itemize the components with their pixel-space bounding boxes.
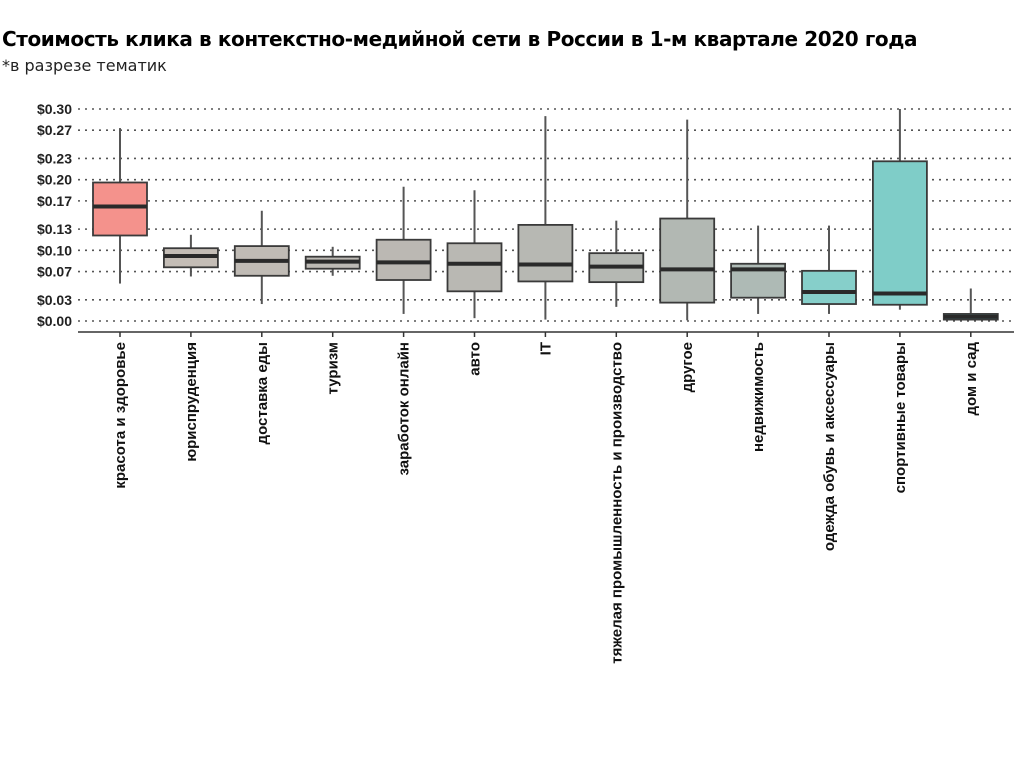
y-axis: $0.00 $0.03 $0.07 $0.10 $0.13 $0.17 $0.20 $0.23… [37,101,72,329]
y-tick-label: $0.10 [37,242,72,258]
y-tick-label: $0.07 [37,264,72,280]
x-tick-label: доставка еды [254,342,271,444]
box-group [92,128,148,284]
box-group [801,225,857,314]
box [92,181,148,237]
box-group [588,220,645,307]
box [375,238,432,281]
y-tick-label: $0.17 [37,193,72,209]
box [872,160,928,306]
x-tick-label: IT [537,342,554,355]
box-group [872,109,928,310]
box-group [730,225,786,314]
y-tick-label: $0.03 [37,292,72,308]
x-tick-label: авто [467,342,484,376]
x-tick-label: спортивные товары [892,342,909,493]
box-group [162,234,219,277]
x-tick-label: туризм [325,342,342,394]
y-tick-label: $0.00 [37,313,72,329]
y-tick-label: $0.30 [37,101,72,117]
box [801,269,857,305]
box-group [304,246,361,276]
box-group [446,190,503,319]
x-tick-label: одежда обувь и аксессуары [821,342,838,551]
x-tick-label: красота и здоровье [112,342,129,489]
y-tick-label: $0.20 [37,172,72,188]
box-group [233,210,290,305]
x-tick-label: юриспруденция [183,342,200,462]
x-tick-label: дом и сад [963,342,980,416]
box-group [375,186,432,314]
box-group [517,116,574,320]
x-tick-label: тяжелая промышленность и производство [608,342,625,664]
box [446,242,503,293]
y-tick-label: $0.23 [37,150,72,166]
x-tick-label: недвижимость [750,342,767,452]
y-tick-label: $0.27 [37,122,72,138]
x-tick-label: заработок онлайн [396,342,413,476]
chart-title: Стоимость клика в контекстно-медийной се… [2,27,918,51]
chart-subtitle: *в разрезе тематик [2,56,167,75]
box-group [659,119,716,321]
boxes [92,109,999,321]
y-tick-label: $0.13 [37,221,72,237]
x-axis: красота и здоровье юриспруденция доставка … [78,331,1014,664]
box [659,217,716,304]
x-tick-label: другое [679,342,696,392]
box-group [942,288,999,321]
box [517,223,574,283]
